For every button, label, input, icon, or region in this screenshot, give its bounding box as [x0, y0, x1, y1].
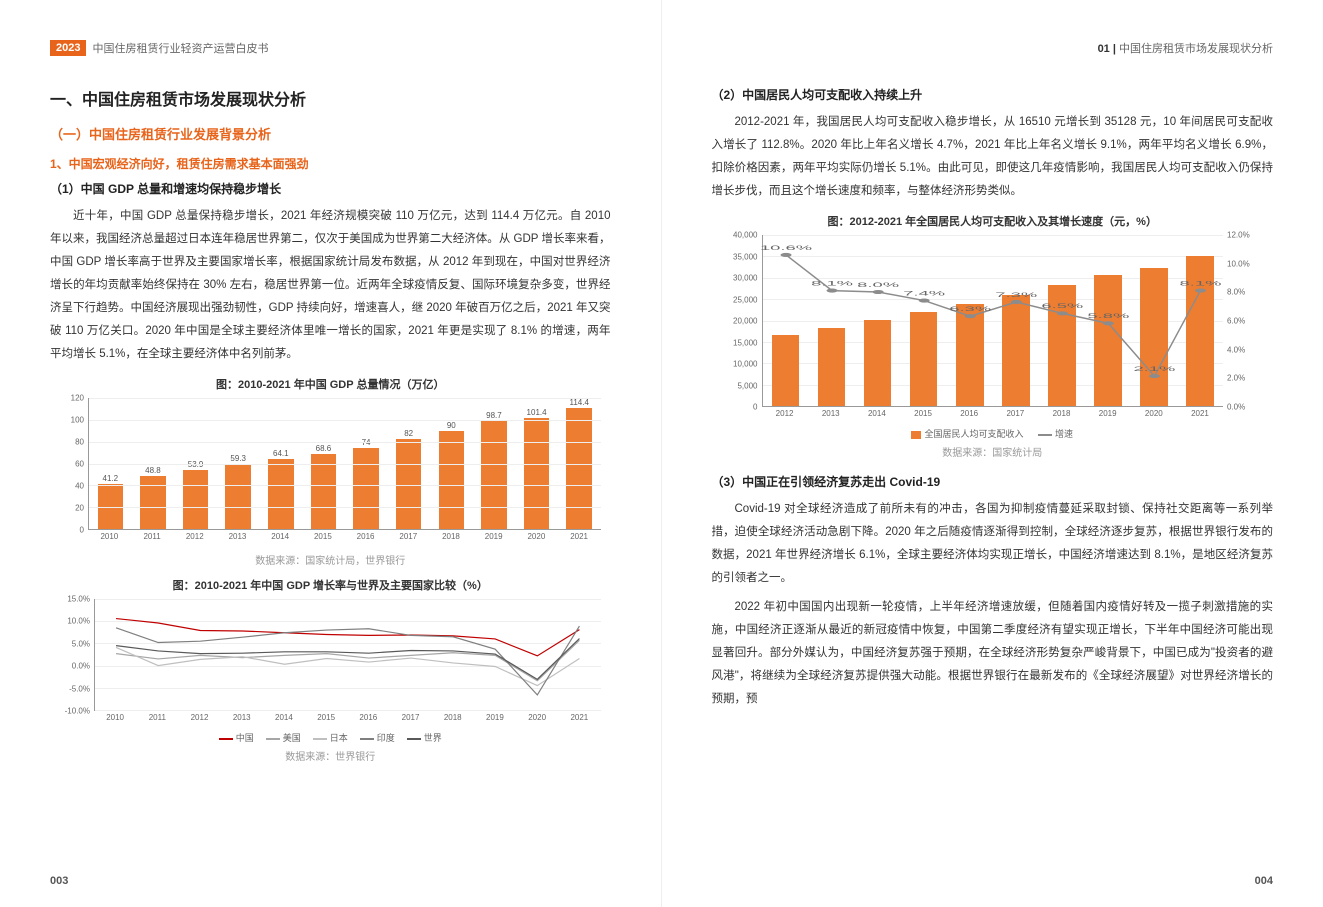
year-badge: 2023: [50, 40, 86, 56]
paragraph-gdp: 近十年，中国 GDP 总量保持稳步增长，2021 年经济规模突破 110 万亿元…: [50, 205, 611, 366]
heading-3: 1、中国宏观经济向好，租赁住房需求基本面强劲: [50, 155, 611, 172]
section-title: 中国住房租赁市场发展现状分析: [1119, 43, 1273, 55]
heading-4-income: （2）中国居民人均可支配收入持续上升: [712, 86, 1274, 103]
section-number: 01 |: [1098, 43, 1116, 55]
chart1-gdp-bar: 020406080100120 41.248.853.959.364.168.6…: [60, 398, 601, 548]
page-number-right: 004: [1255, 875, 1273, 887]
chart2-source: 数据来源：世界银行: [50, 748, 611, 763]
chart1-source: 数据来源：国家统计局，世界银行: [50, 552, 611, 567]
chart3-legend-bar: 全国居民人均可支配收入: [924, 429, 1023, 439]
paragraph-covid-2: 2022 年初中国国内出现新一轮疫情，上半年经济增速放缓，但随着国内疫情好转及一…: [712, 596, 1274, 711]
paragraph-income: 2012-2021 年，我国居民人均可支配收入稳步增长，从 16510 元增长到…: [712, 111, 1274, 203]
chart2-gdp-growth-line: -10.0%-5.0%0.0%5.0%10.0%15.0% 2010201120…: [60, 599, 601, 729]
chart3-income-combo: 05,00010,00015,00020,00025,00030,00035,0…: [722, 235, 1264, 425]
chart3-legend: 全国居民人均可支配收入 增速: [712, 427, 1274, 440]
header-right: 01 | 中国住房租赁市场发展现状分析: [712, 40, 1274, 56]
page-right: 01 | 中国住房租赁市场发展现状分析 （2）中国居民人均可支配收入持续上升 2…: [662, 0, 1323, 907]
header-left: 2023 中国住房租赁行业轻资产运营白皮书: [50, 40, 611, 56]
page-number-left: 003: [50, 875, 68, 887]
chart3-title: 图：2012-2021 年全国居民人均可支配收入及其增长速度（元，%）: [712, 213, 1274, 229]
heading-2: （一）中国住房租赁行业发展背景分析: [50, 124, 611, 143]
heading-4-covid: （3）中国正在引领经济复苏走出 Covid-19: [712, 473, 1274, 490]
heading-4-gdp: （1）中国 GDP 总量和增速均保持稳步增长: [50, 180, 611, 197]
chart2-legend: 中国美国日本印度世界: [50, 731, 611, 744]
paragraph-covid-1: Covid-19 对全球经济造成了前所未有的冲击，各国为抑制疫情蔓延采取封锁、保…: [712, 498, 1274, 590]
heading-1: 一、中国住房租赁市场发展现状分析: [50, 86, 611, 110]
doc-title: 中国住房租赁行业轻资产运营白皮书: [92, 40, 268, 56]
chart3-legend-line: 增速: [1055, 429, 1073, 439]
chart2-title: 图：2010-2021 年中国 GDP 增长率与世界及主要国家比较（%）: [50, 577, 611, 593]
chart1-title: 图：2010-2021 年中国 GDP 总量情况（万亿）: [50, 376, 611, 392]
page-left: 2023 中国住房租赁行业轻资产运营白皮书 一、中国住房租赁市场发展现状分析 （…: [0, 0, 662, 907]
chart3-source: 数据来源：国家统计局: [712, 444, 1274, 459]
